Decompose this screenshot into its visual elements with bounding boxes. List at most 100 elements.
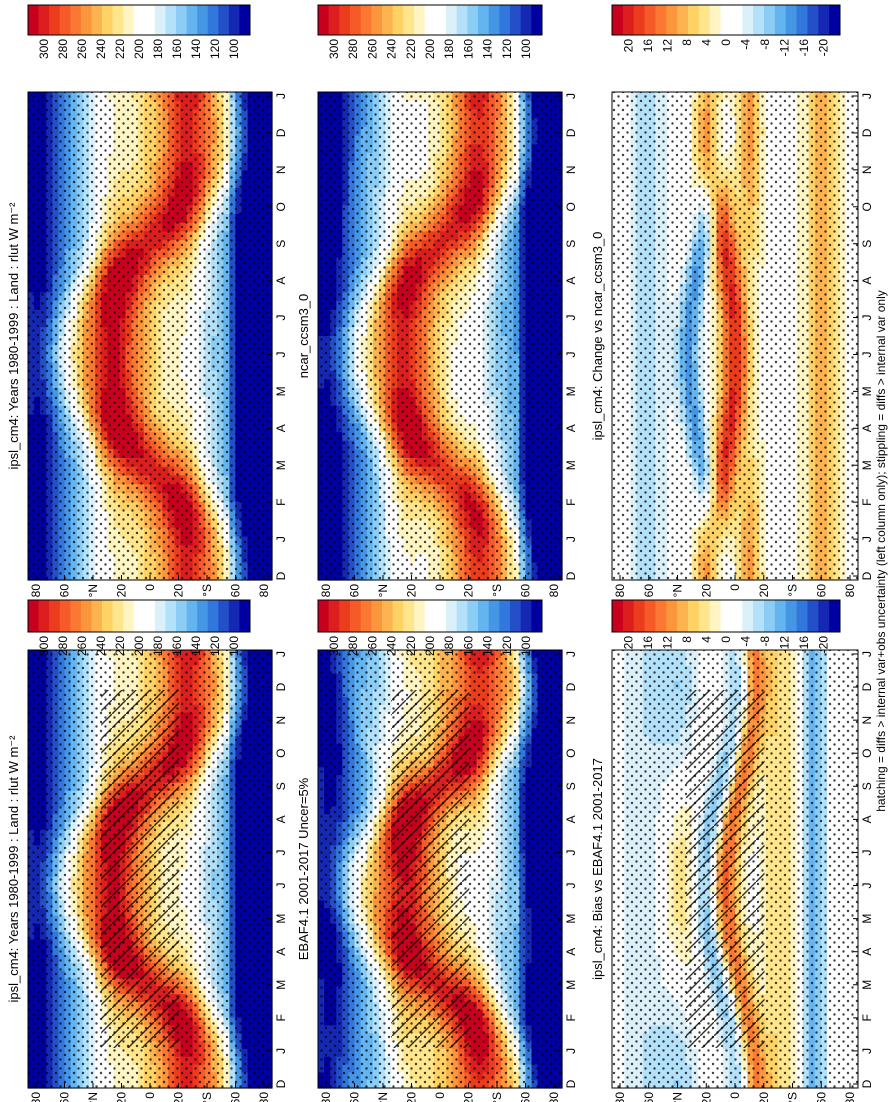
colorbar-swatch (382, 5, 394, 35)
colorbar-swatch (218, 5, 230, 35)
colorbar-swatch (165, 5, 177, 35)
colorbar-swatch (360, 5, 372, 35)
colorbar-swatch (70, 5, 82, 35)
lat-tick-label: 20 (405, 584, 419, 598)
colorbar-tick-label: 220 (404, 39, 418, 59)
colorbar-swatch (144, 5, 156, 35)
colorbar-swatch (339, 5, 351, 35)
colorbar-swatch (318, 5, 330, 35)
month-tick-label: M (564, 386, 578, 396)
month-tick-label: S (274, 240, 288, 248)
panel-p2: 80 60 °N 20 0 20 °S 60 80DJFMAMJJASONDJipsl_cm4:… (6, 4, 288, 598)
colorbar-tick-label: 260 (365, 39, 379, 59)
lat-tick-label: 20 (462, 584, 476, 598)
lat-tick-label: 80 (29, 584, 43, 598)
colorbar-swatch (456, 5, 468, 35)
colorbar-swatch (499, 5, 511, 35)
colorbar-tick-label: 140 (481, 39, 495, 59)
colorbar-tick-label: 240 (94, 39, 108, 59)
lat-tick-label: 60 (519, 584, 533, 598)
stippling-overlay (318, 92, 562, 580)
colorbar-tick-label: 260 (75, 39, 89, 59)
colorbar-swatch (488, 5, 500, 35)
colorbar-swatch (28, 5, 39, 35)
colorbar: 300 280 260 240 220 200 180 160 140 120 100 (317, 4, 543, 59)
month-tick-label: O (274, 202, 288, 211)
colorbar-swatch (228, 5, 240, 35)
month-tick-label: N (274, 166, 288, 175)
month-tick-label: J (564, 536, 578, 542)
colorbar-swatch (467, 5, 479, 35)
colorbar-tick-label: 200 (423, 39, 437, 59)
colorbar-swatch (186, 5, 198, 35)
lat-tick-label: 20 (172, 584, 186, 598)
colorbar-tick-label: 100 (227, 39, 241, 59)
colorbar-swatch (133, 5, 145, 35)
colorbar-swatch (176, 5, 187, 35)
colorbar-swatch (49, 5, 61, 35)
colorbar-swatch (80, 5, 92, 35)
month-tick-label: J (274, 536, 288, 542)
lat-tick-label: 0 (143, 584, 157, 591)
month-tick-label: A (274, 424, 288, 432)
month-tick-label: J (274, 93, 288, 99)
lat-tick-label: 80 (257, 584, 271, 598)
colorbar-swatch (414, 5, 426, 35)
month-tick-label: O (564, 202, 578, 211)
lat-tick-label: 20 (115, 584, 129, 598)
colorbar-tick-label: 180 (442, 39, 456, 59)
stippling-overlay (28, 92, 272, 580)
colorbar: 300 280 260 240 220 200 180 160 140 120 100 (27, 4, 251, 59)
month-tick-label: J (274, 315, 288, 321)
colorbar-swatch (403, 5, 415, 35)
lat-tick-label: °N (86, 584, 100, 597)
month-tick-label: M (274, 386, 288, 396)
month-tick-label: J (564, 351, 578, 357)
month-tick-label: D (274, 128, 288, 137)
month-tick-label: M (274, 460, 288, 470)
colorbar-tick-label: 100 (519, 39, 533, 59)
panel-p6: 80 60 °N 20 0 20 °S 60 80DJFMAMJJASONDJipsl_cm4:… (590, 4, 874, 597)
month-tick-label: D (274, 571, 288, 580)
month-tick-label: J (274, 351, 288, 357)
colorbar-swatch (328, 5, 340, 35)
colorbar-tick-label: 200 (132, 39, 146, 59)
colorbar-tick-label: 300 (37, 39, 51, 59)
colorbar-swatch (478, 5, 490, 35)
month-tick-label: J (564, 93, 578, 99)
panel-title: ncar_ccsm3_0 (296, 294, 311, 379)
colorbar-tick-label: 280 (56, 39, 70, 59)
month-tick-label: M (564, 460, 578, 470)
month-tick-label: F (274, 498, 288, 505)
colorbar-swatch (102, 5, 113, 35)
colorbar-swatch (510, 5, 522, 35)
colorbar-swatch (91, 5, 103, 35)
colorbar-tick-label: 240 (385, 39, 399, 59)
colorbar-swatch (154, 5, 166, 35)
lat-tick-label: 60 (229, 584, 243, 598)
colorbar-swatch (371, 5, 383, 35)
colorbar-tick-label: 120 (500, 39, 514, 59)
lat-tick-label: 80 (319, 584, 333, 598)
colorbar-swatch (59, 5, 71, 35)
colorbar-tick-label: 160 (170, 39, 184, 59)
colorbar-swatch (435, 5, 447, 35)
colorbar-tick-label: 280 (346, 39, 360, 59)
month-tick-label: N (564, 166, 578, 175)
colorbar-swatch (424, 5, 436, 35)
month-tick-label: A (564, 277, 578, 285)
lat-tick-label: 0 (433, 584, 447, 591)
month-tick-label: S (564, 240, 578, 248)
month-tick-label: D (564, 128, 578, 137)
lat-tick-label: °S (490, 584, 504, 597)
colorbar-swatch (197, 5, 209, 35)
colorbar-tick-label: 140 (189, 39, 203, 59)
colorbar-swatch (520, 5, 532, 35)
colorbar-swatch (350, 5, 362, 35)
colorbar-swatch (392, 5, 404, 35)
colorbar-swatch (38, 5, 50, 35)
colorbar-swatch (446, 5, 458, 35)
month-tick-label: F (564, 498, 578, 505)
colorbar-tick-label: 120 (208, 39, 222, 59)
